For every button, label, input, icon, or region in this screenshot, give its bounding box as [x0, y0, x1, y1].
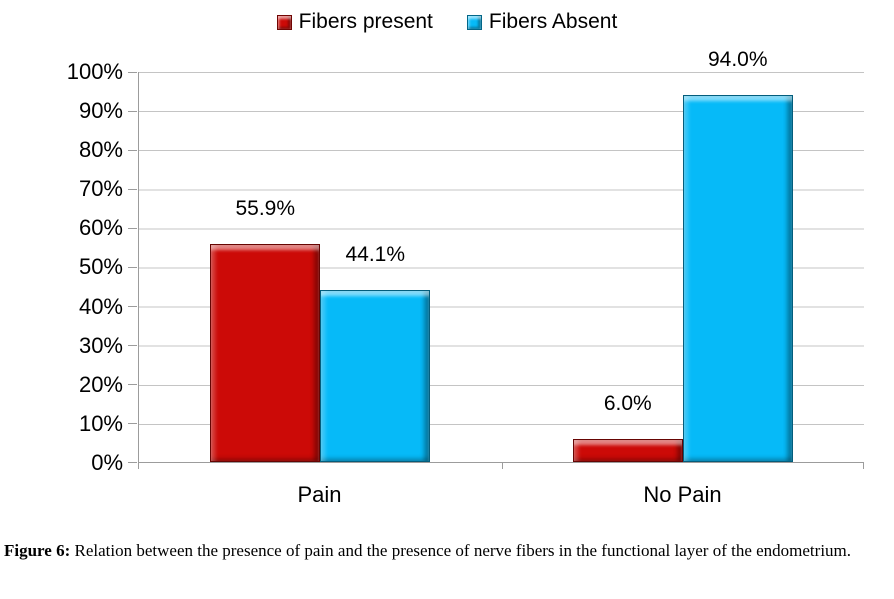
- y-tick-label: 10%: [78, 410, 123, 436]
- legend-marker-fibers-absent-icon: [466, 14, 482, 30]
- x-category-label-no-pain: No Pain: [643, 482, 722, 507]
- x-tick-mark: [863, 463, 864, 469]
- x-category-label-pain: Pain: [297, 482, 342, 507]
- y-tick-label: 100%: [66, 59, 123, 84]
- bar-nopain-fibers-absent: 94.0%: [682, 49, 793, 462]
- legend-marker-fibers-present-icon: [276, 14, 292, 30]
- legend-item-fibers-absent: Fibers Absent: [466, 10, 618, 34]
- y-tick-mark: [128, 149, 137, 151]
- y-tick-mark: [128, 306, 137, 308]
- bar-pain-fibers-absent: 44.1%: [320, 244, 431, 462]
- plot-area: 55.9% 44.1% 6.0% 94.0%: [138, 49, 864, 469]
- y-tick-label: 0%: [91, 449, 123, 475]
- y-tick-mark: [128, 188, 137, 190]
- y-tick-mark: [128, 110, 137, 112]
- y-tick-mark: [128, 384, 137, 386]
- y-tick-mark: [128, 345, 137, 347]
- data-label-nopain-fibers-present: 6.0%: [603, 391, 652, 415]
- data-label-pain-fibers-present: 55.9%: [235, 197, 296, 220]
- y-tick-label: 30%: [78, 332, 123, 358]
- bar-pain-fibers-present: 55.9%: [210, 198, 321, 462]
- y-axis: 100% 90% 80% 70% 60% 50% 40% 30% 20% 10%…: [0, 61, 137, 474]
- y-tick-label: 50%: [78, 254, 123, 280]
- bar-nopain-fibers-present: 6.0%: [572, 392, 683, 462]
- y-tick-label: 40%: [78, 293, 123, 319]
- legend-label-fibers-present: Fibers present: [298, 10, 433, 33]
- data-label-pain-fibers-absent: 44.1%: [345, 243, 406, 267]
- y-tick-mark: [128, 227, 137, 229]
- data-label-nopain-fibers-absent: 94.0%: [707, 48, 768, 72]
- chart-legend: Fibers present Fibers Absent: [0, 10, 894, 34]
- figure-caption-label: Figure 6:: [4, 541, 71, 560]
- y-tick-label: 80%: [78, 137, 123, 163]
- y-tick-mark: [128, 423, 137, 425]
- legend-label-fibers-absent: Fibers Absent: [488, 10, 618, 33]
- y-tick-mark: [128, 462, 137, 464]
- y-tick-label: 60%: [78, 215, 123, 241]
- figure-caption-text: Relation between the presence of pain an…: [74, 541, 852, 560]
- x-tick-mark: [138, 463, 139, 469]
- y-tick-mark: [128, 71, 137, 73]
- x-tick-mark: [501, 463, 503, 469]
- x-axis: Pain No Pain: [138, 483, 864, 513]
- figure-caption: Figure 6: Relation between the presence …: [4, 534, 888, 567]
- y-tick-label: 90%: [78, 98, 123, 124]
- y-tick-label: 20%: [78, 371, 123, 397]
- legend-item-fibers-present: Fibers present: [276, 10, 433, 34]
- y-tick-mark: [128, 266, 137, 268]
- y-tick-label: 70%: [78, 176, 123, 202]
